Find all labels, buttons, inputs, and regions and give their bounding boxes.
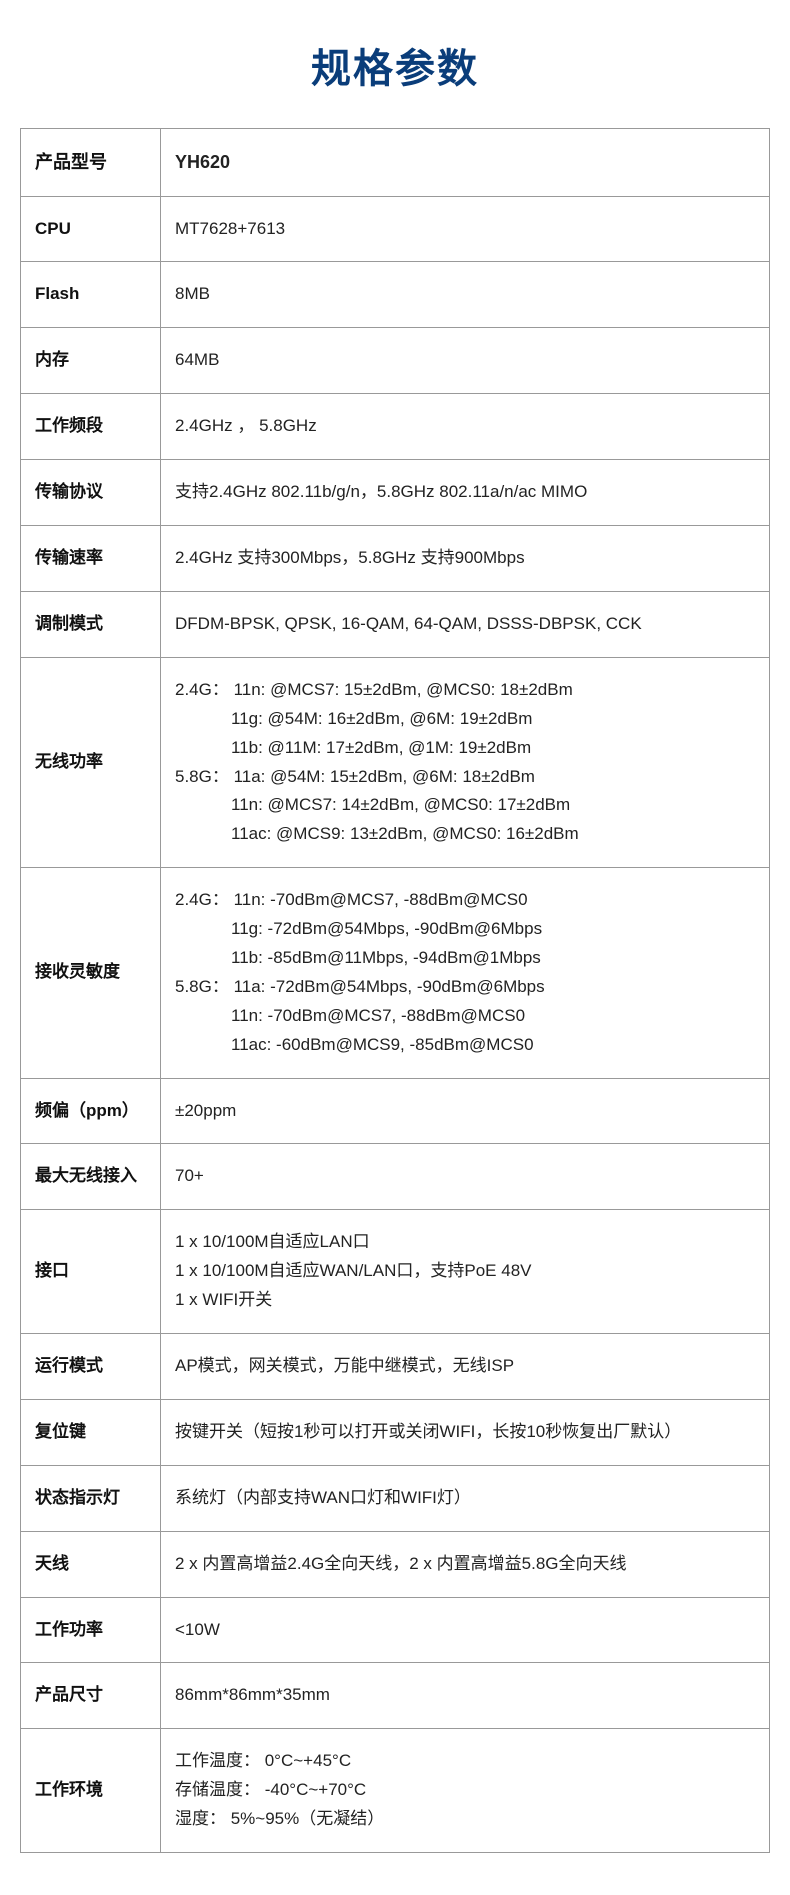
row-label: 最大无线接入 — [21, 1144, 161, 1210]
row-value: ±20ppm — [161, 1078, 770, 1144]
row-label: 频偏（ppm） — [21, 1078, 161, 1144]
row-label: 传输速率 — [21, 526, 161, 592]
row-label: 复位键 — [21, 1399, 161, 1465]
table-row: 无线功率 2.4G： 11n: @MCS7: 15±2dBm, @MCS0: 18… — [21, 657, 770, 867]
row-value: 按键开关（短按1秒可以打开或关闭WIFI，长按10秒恢复出厂默认） — [161, 1399, 770, 1465]
table-row: 工作频段2.4GHz ， 5.8GHz — [21, 394, 770, 460]
row-value: AP模式，网关模式，万能中继模式，无线ISP — [161, 1333, 770, 1399]
table-row: 最大无线接入70+ — [21, 1144, 770, 1210]
table-row: CPU MT7628+7613 — [21, 196, 770, 262]
row-value: 2 x 内置高增益2.4G全向天线，2 x 内置高增益5.8G全向天线 — [161, 1531, 770, 1597]
value-line: 5.8G： 11a: @54M: 15±2dBm, @6M: 18±2dBm — [175, 763, 755, 792]
table-row: 工作功率<10W — [21, 1597, 770, 1663]
value-line: 2.4G： 11n: -70dBm@MCS7, -88dBm@MCS0 — [175, 886, 755, 915]
row-label: CPU — [21, 196, 161, 262]
row-label: 接口 — [21, 1210, 161, 1334]
row-label: 传输协议 — [21, 460, 161, 526]
row-value: DFDM-BPSK, QPSK, 16-QAM, 64-QAM, DSSS-DB… — [161, 591, 770, 657]
spec-table: 产品型号YH620CPU MT7628+7613Flash8MB内存64MB工作… — [20, 128, 770, 1853]
row-value: 2.4G： 11n: -70dBm@MCS7, -88dBm@MCS011g: … — [161, 868, 770, 1078]
row-label: 天线 — [21, 1531, 161, 1597]
row-value: 8MB — [161, 262, 770, 328]
row-label: 调制模式 — [21, 591, 161, 657]
value-line: 工作温度： 0°C~+45°C — [175, 1747, 755, 1776]
row-label: 运行模式 — [21, 1333, 161, 1399]
row-value: 2.4GHz 支持300Mbps，5.8GHz 支持900Mbps — [161, 526, 770, 592]
table-row: Flash8MB — [21, 262, 770, 328]
table-row: 接收灵敏度2.4G： 11n: -70dBm@MCS7, -88dBm@MCS0… — [21, 868, 770, 1078]
table-row: 接口1 x 10/100M自适应LAN口1 x 10/100M自适应WAN/LA… — [21, 1210, 770, 1334]
row-value: 系统灯（内部支持WAN口灯和WIFI灯） — [161, 1465, 770, 1531]
table-row: 产品尺寸86mm*86mm*35mm — [21, 1663, 770, 1729]
spec-table-body: 产品型号YH620CPU MT7628+7613Flash8MB内存64MB工作… — [21, 129, 770, 1853]
row-label: 内存 — [21, 328, 161, 394]
row-value: 2.4G： 11n: @MCS7: 15±2dBm, @MCS0: 18±2dB… — [161, 657, 770, 867]
value-line: 11ac: -60dBm@MCS9, -85dBm@MCS0 — [175, 1031, 755, 1060]
value-line: 存储温度： -40°C~+70°C — [175, 1776, 755, 1805]
row-label: 状态指示灯 — [21, 1465, 161, 1531]
value-line: 1 x 10/100M自适应LAN口 — [175, 1228, 755, 1257]
row-value: 64MB — [161, 328, 770, 394]
value-line: 11n: @MCS7: 14±2dBm, @MCS0: 17±2dBm — [175, 791, 755, 820]
row-value: MT7628+7613 — [161, 196, 770, 262]
table-row: 传输速率2.4GHz 支持300Mbps，5.8GHz 支持900Mbps — [21, 526, 770, 592]
table-row: 传输协议支持2.4GHz 802.11b/g/n，5.8GHz 802.11a/… — [21, 460, 770, 526]
table-row: 调制模式DFDM-BPSK, QPSK, 16-QAM, 64-QAM, DSS… — [21, 591, 770, 657]
table-row: 状态指示灯系统灯（内部支持WAN口灯和WIFI灯） — [21, 1465, 770, 1531]
row-value: YH620 — [161, 129, 770, 197]
table-row: 产品型号YH620 — [21, 129, 770, 197]
spec-container: 规格参数 产品型号YH620CPU MT7628+7613Flash8MB内存6… — [0, 0, 790, 1853]
table-row: 复位键按键开关（短按1秒可以打开或关闭WIFI，长按10秒恢复出厂默认） — [21, 1399, 770, 1465]
value-line: 湿度： 5%~95%（无凝结） — [175, 1805, 755, 1834]
value-line: 11n: -70dBm@MCS7, -88dBm@MCS0 — [175, 1002, 755, 1031]
row-label: 接收灵敏度 — [21, 868, 161, 1078]
value-line: 11b: -85dBm@11Mbps, -94dBm@1Mbps — [175, 944, 755, 973]
value-line: 1 x WIFI开关 — [175, 1286, 755, 1315]
table-row: 天线2 x 内置高增益2.4G全向天线，2 x 内置高增益5.8G全向天线 — [21, 1531, 770, 1597]
value-line: 1 x 10/100M自适应WAN/LAN口，支持PoE 48V — [175, 1257, 755, 1286]
row-label: 无线功率 — [21, 657, 161, 867]
value-line: 11g: -72dBm@54Mbps, -90dBm@6Mbps — [175, 915, 755, 944]
row-value: 86mm*86mm*35mm — [161, 1663, 770, 1729]
value-line: 11b: @11M: 17±2dBm, @1M: 19±2dBm — [175, 734, 755, 763]
row-label: 产品型号 — [21, 129, 161, 197]
table-row: 频偏（ppm）±20ppm — [21, 1078, 770, 1144]
table-row: 工作环境工作温度： 0°C~+45°C存储温度： -40°C~+70°C湿度： … — [21, 1729, 770, 1853]
row-label: 工作功率 — [21, 1597, 161, 1663]
row-value: 工作温度： 0°C~+45°C存储温度： -40°C~+70°C湿度： 5%~9… — [161, 1729, 770, 1853]
value-line: 11ac: @MCS9: 13±2dBm, @MCS0: 16±2dBm — [175, 820, 755, 849]
row-value: 支持2.4GHz 802.11b/g/n，5.8GHz 802.11a/n/ac… — [161, 460, 770, 526]
page-title: 规格参数 — [0, 0, 790, 128]
value-line: 5.8G： 11a: -72dBm@54Mbps, -90dBm@6Mbps — [175, 973, 755, 1002]
row-value: 2.4GHz ， 5.8GHz — [161, 394, 770, 460]
table-row: 运行模式AP模式，网关模式，万能中继模式，无线ISP — [21, 1333, 770, 1399]
row-label: Flash — [21, 262, 161, 328]
row-label: 产品尺寸 — [21, 1663, 161, 1729]
value-line: 2.4G： 11n: @MCS7: 15±2dBm, @MCS0: 18±2dB… — [175, 676, 755, 705]
value-line: 11g: @54M: 16±2dBm, @6M: 19±2dBm — [175, 705, 755, 734]
row-label: 工作频段 — [21, 394, 161, 460]
row-value: 1 x 10/100M自适应LAN口1 x 10/100M自适应WAN/LAN口… — [161, 1210, 770, 1334]
row-value: 70+ — [161, 1144, 770, 1210]
row-value: <10W — [161, 1597, 770, 1663]
row-label: 工作环境 — [21, 1729, 161, 1853]
table-row: 内存64MB — [21, 328, 770, 394]
